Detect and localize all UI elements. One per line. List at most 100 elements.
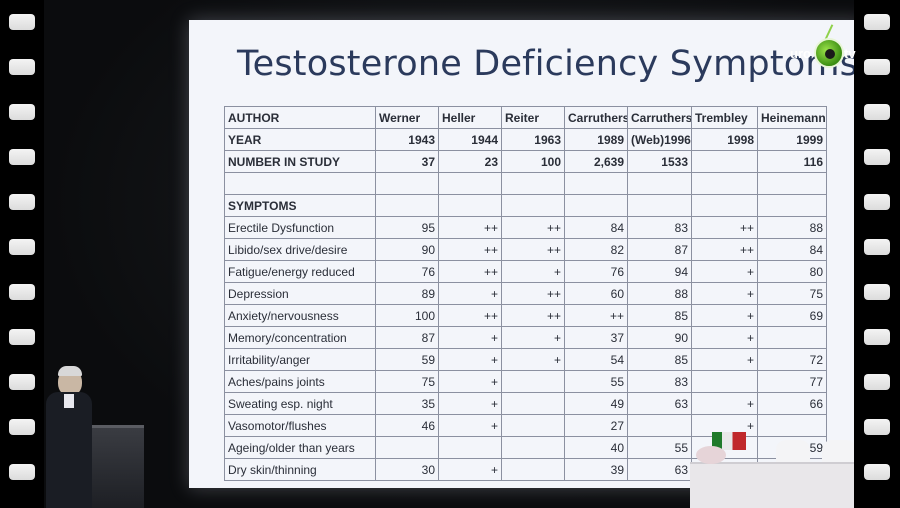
data-cell: Trembley bbox=[691, 106, 758, 129]
table-row: Vasomotor/flushes 46 +27 + bbox=[224, 414, 827, 437]
table-row: Sweating esp. night 35 +49 63 +66 bbox=[224, 392, 827, 415]
data-cell: 90 bbox=[627, 326, 692, 349]
film-perforation bbox=[9, 329, 35, 345]
row-label-cell: Dry skin/thinning bbox=[224, 458, 376, 481]
table-row: Fatigue/energy reduced 76 ++ +76 94 +80 bbox=[224, 260, 827, 283]
data-cell: 63 bbox=[627, 458, 692, 481]
data-cell: 69 bbox=[757, 304, 827, 327]
podium bbox=[92, 425, 144, 508]
table-row: YEAR 1943 1944 1963 1989 (Web)1996 1998 1999 bbox=[224, 128, 827, 151]
data-cell: 87 bbox=[375, 326, 439, 349]
data-cell bbox=[691, 150, 758, 173]
data-cell: 55 bbox=[627, 436, 692, 459]
data-cell: ++ bbox=[691, 216, 758, 239]
data-cell bbox=[375, 436, 439, 459]
chair bbox=[776, 440, 810, 466]
film-perforation bbox=[864, 419, 890, 435]
film-perforation bbox=[864, 59, 890, 75]
data-cell: ++ bbox=[501, 238, 565, 261]
data-cell bbox=[438, 194, 502, 217]
data-cell: Heller bbox=[438, 106, 502, 129]
data-cell: 83 bbox=[627, 216, 692, 239]
row-label-cell: Depression bbox=[224, 282, 376, 305]
row-label-cell: AUTHOR bbox=[224, 106, 376, 129]
logo-text-tv: tv bbox=[844, 46, 856, 61]
data-cell: 1998 bbox=[691, 128, 758, 151]
data-cell bbox=[757, 172, 827, 195]
data-cell: 40 bbox=[564, 436, 628, 459]
data-cell: ++ bbox=[564, 304, 628, 327]
projection-screen: Testosterone Deficiency Symptoms AUTHOR W… bbox=[189, 20, 865, 488]
data-cell bbox=[691, 370, 758, 393]
data-cell: 49 bbox=[564, 392, 628, 415]
film-perforation bbox=[864, 149, 890, 165]
data-cell: Carruthers bbox=[627, 106, 692, 129]
data-cell: 76 bbox=[375, 260, 439, 283]
data-cell: 94 bbox=[627, 260, 692, 283]
data-cell: Reiter bbox=[501, 106, 565, 129]
film-perforation bbox=[9, 419, 35, 435]
data-cell: 80 bbox=[757, 260, 827, 283]
data-cell: 85 bbox=[627, 348, 692, 371]
data-cell bbox=[501, 172, 565, 195]
data-cell: 27 bbox=[564, 414, 628, 437]
data-cell bbox=[627, 194, 692, 217]
data-cell bbox=[501, 194, 565, 217]
data-cell: 66 bbox=[757, 392, 827, 415]
data-cell: 100 bbox=[501, 150, 565, 173]
data-cell: ++ bbox=[691, 238, 758, 261]
data-cell bbox=[627, 414, 692, 437]
data-cell: Carruthers bbox=[564, 106, 628, 129]
row-label-cell: Memory/concentration bbox=[224, 326, 376, 349]
data-cell bbox=[375, 194, 439, 217]
film-perforation bbox=[864, 194, 890, 210]
data-cell bbox=[564, 194, 628, 217]
row-label-cell: Anxiety/nervousness bbox=[224, 304, 376, 327]
row-label-cell: Libido/sex drive/desire bbox=[224, 238, 376, 261]
data-cell: 89 bbox=[375, 282, 439, 305]
film-perforation bbox=[864, 464, 890, 480]
data-cell bbox=[691, 172, 758, 195]
film-perforation bbox=[9, 194, 35, 210]
data-cell: 95 bbox=[375, 216, 439, 239]
data-cell: ++ bbox=[438, 260, 502, 283]
film-perforation bbox=[864, 374, 890, 390]
data-cell: 1533 bbox=[627, 150, 692, 173]
data-cell: 84 bbox=[757, 238, 827, 261]
slide-title: Testosterone Deficiency Symptoms bbox=[237, 44, 859, 84]
row-label-cell bbox=[224, 172, 376, 195]
data-cell: + bbox=[501, 260, 565, 283]
data-cell bbox=[627, 172, 692, 195]
data-cell: 88 bbox=[627, 282, 692, 305]
data-cell: 82 bbox=[564, 238, 628, 261]
data-cell bbox=[564, 172, 628, 195]
data-cell: 75 bbox=[757, 282, 827, 305]
data-cell: 55 bbox=[564, 370, 628, 393]
data-cell: ++ bbox=[438, 304, 502, 327]
data-cell: + bbox=[438, 370, 502, 393]
data-cell: + bbox=[438, 326, 502, 349]
data-cell bbox=[501, 436, 565, 459]
data-cell: + bbox=[691, 260, 758, 283]
data-cell: + bbox=[438, 458, 502, 481]
data-cell: Werner bbox=[375, 106, 439, 129]
table-row bbox=[224, 172, 827, 195]
film-perforation bbox=[9, 104, 35, 120]
data-cell: 88 bbox=[757, 216, 827, 239]
data-cell: 1963 bbox=[501, 128, 565, 151]
data-cell: + bbox=[501, 348, 565, 371]
data-cell: 1944 bbox=[438, 128, 502, 151]
data-cell: 116 bbox=[757, 150, 827, 173]
film-perforation bbox=[864, 104, 890, 120]
data-cell bbox=[757, 326, 827, 349]
table-row: Anxiety/nervousness 100 ++ ++ ++ 85 +69 bbox=[224, 304, 827, 327]
data-cell bbox=[501, 458, 565, 481]
table-row: Memory/concentration 87 + +37 90 + bbox=[224, 326, 827, 349]
data-cell: 63 bbox=[627, 392, 692, 415]
table-row: Libido/sex drive/desire 90 ++ ++ 82 87 ++ 84 bbox=[224, 238, 827, 261]
data-cell: ++ bbox=[501, 282, 565, 305]
row-label-cell: Ageing/older than years bbox=[224, 436, 376, 459]
table-row: Aches/pains joints 75 +55 83 77 bbox=[224, 370, 827, 393]
data-cell: 1999 bbox=[757, 128, 827, 151]
film-perforation bbox=[9, 14, 35, 30]
